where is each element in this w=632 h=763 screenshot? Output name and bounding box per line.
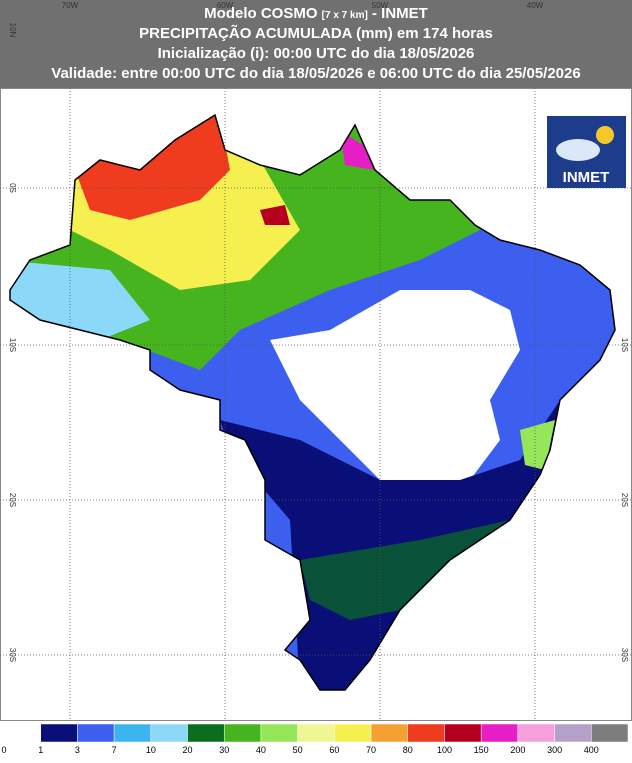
- logo-text: INMET: [563, 169, 610, 186]
- legend: 0 1 3 7 10 20 30 40 50 60 70 80 100 150 200 300 400: [1, 723, 629, 755]
- legend-swatch: [260, 723, 298, 743]
- legend-label: 300: [547, 745, 562, 755]
- legend-swatch: [444, 723, 482, 743]
- legend-label: 0: [1, 745, 6, 755]
- legend-label: 50: [293, 745, 303, 755]
- legend-swatch: [150, 723, 188, 743]
- legend-label: 20: [183, 745, 193, 755]
- title-line: PRECIPITAÇÃO ACUMULADA (mm) em 174 horas: [139, 24, 493, 42]
- legend-label: 60: [329, 745, 339, 755]
- legend-label: 200: [510, 745, 525, 755]
- legend-swatch: [407, 723, 445, 743]
- lat-label: 0S: [8, 183, 17, 193]
- title-line: Modelo COSMO [7 x 7 km] - INMET: [204, 5, 428, 22]
- lon-label: 50W: [372, 1, 389, 10]
- legend-swatch: [334, 723, 372, 743]
- legend-swatch: [187, 723, 225, 743]
- legend-label: 100: [437, 745, 452, 755]
- legend-label: 7: [112, 745, 117, 755]
- legend-label: 150: [474, 745, 489, 755]
- lat-label: 30S: [620, 648, 629, 662]
- title-line: Inicialização (i): 00:00 UTC do dia 18/0…: [158, 45, 475, 62]
- header-bg: [0, 0, 632, 88]
- legend-label: 400: [584, 745, 599, 755]
- legend-swatch: [113, 723, 152, 743]
- title-line: Validade: entre 00:00 UTC do dia 18/05/2…: [51, 65, 580, 82]
- legend-label: 10: [146, 745, 156, 755]
- legend-swatch: [40, 723, 78, 743]
- graticule: 70W 60W 50W 40W 10N 0S 10S 10S 20S 20S 30S 30S: [0, 1, 632, 720]
- lat-label: 20S: [620, 493, 629, 507]
- legend-swatch: [591, 723, 629, 743]
- legend-swatch: [480, 723, 519, 743]
- legend-label: 40: [256, 745, 266, 755]
- legend-swatch: [223, 723, 262, 743]
- lat-label: 20S: [8, 493, 17, 507]
- lon-label: 40W: [527, 1, 544, 10]
- lon-label: 60W: [217, 1, 234, 10]
- lat-label: 10S: [8, 338, 17, 352]
- legend-swatch: [3, 723, 41, 743]
- lat-label: 10S: [620, 338, 629, 352]
- legend-label: 80: [403, 745, 413, 755]
- legend-label: 30: [219, 745, 229, 755]
- legend-label: 3: [75, 745, 80, 755]
- lat-label: 30S: [8, 648, 17, 662]
- legend-swatch: [77, 723, 115, 743]
- lat-label: 10N: [8, 23, 17, 38]
- lon-label: 70W: [62, 1, 79, 10]
- legend-swatch: [554, 723, 592, 743]
- logo-sun: [596, 126, 614, 144]
- logo-cloud: [556, 139, 600, 161]
- legend-swatch: [297, 723, 335, 743]
- legend-label: 1: [38, 745, 43, 755]
- legend-label: 70: [366, 745, 376, 755]
- legend-swatch: [517, 723, 555, 743]
- legend-swatch: [370, 723, 409, 743]
